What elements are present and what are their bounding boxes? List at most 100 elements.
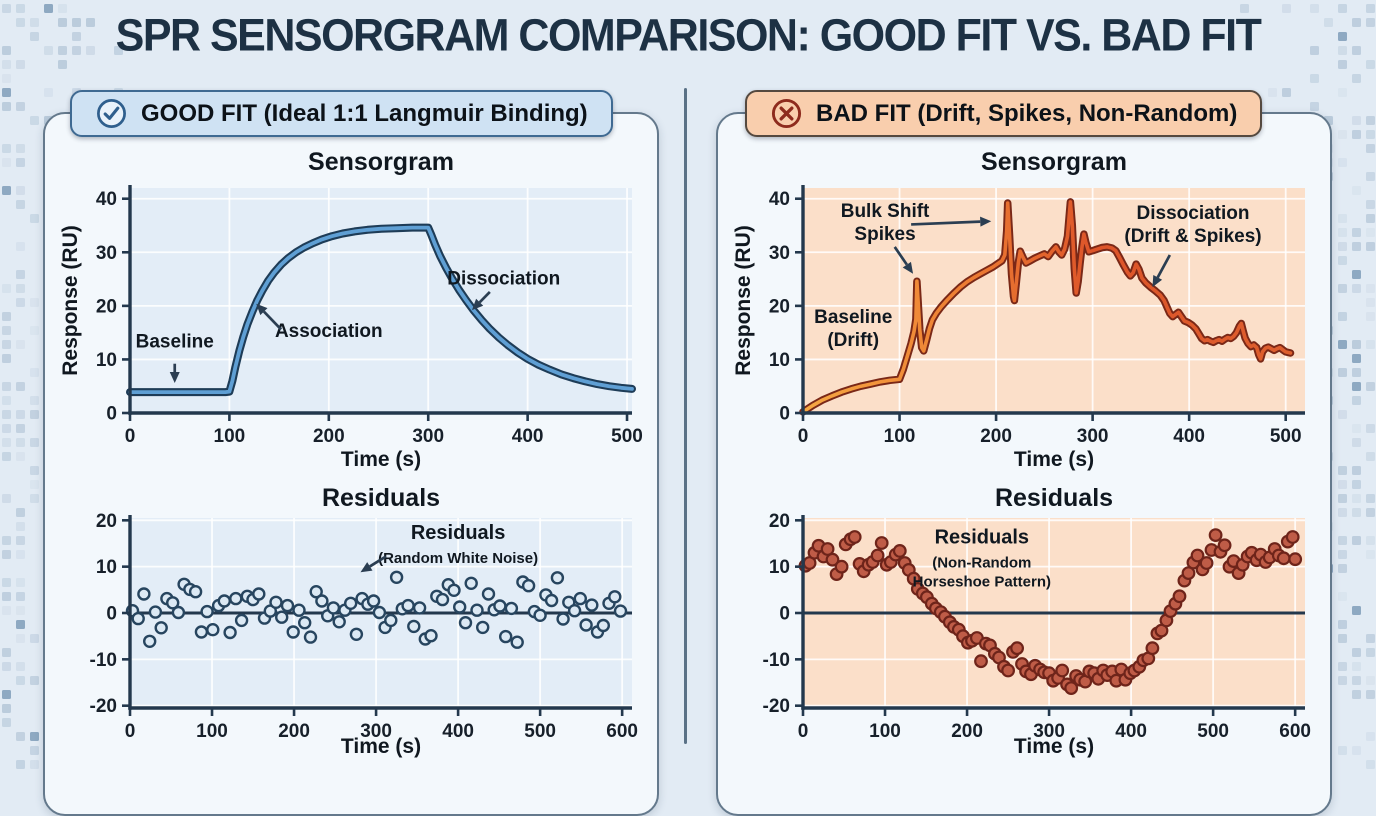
svg-text:Time (s): Time (s) [341,448,421,471]
texture-square [1338,466,1347,475]
texture-square [2,662,11,671]
texture-square [1338,368,1347,377]
texture-square [30,732,39,741]
texture-square [1338,214,1347,223]
texture-square [1366,648,1375,657]
svg-text:Time (s): Time (s) [341,735,421,758]
texture-square [2,424,11,433]
svg-text:20: 20 [96,296,117,317]
texture-square [16,508,25,517]
svg-text:200: 200 [980,426,1012,447]
svg-text:Residuals: Residuals [935,526,1029,548]
texture-square [1366,144,1375,153]
texture-square [16,242,25,251]
texture-square [16,102,25,111]
texture-square [1352,690,1361,699]
texture-square [1338,564,1347,573]
texture-square [1366,550,1375,559]
texture-square [1366,536,1375,545]
texture-square [1352,368,1361,377]
svg-text:600: 600 [1279,721,1311,742]
svg-text:Baseline: Baseline [136,332,214,353]
svg-text:30: 30 [769,243,790,264]
texture-square [1366,116,1375,125]
svg-text:500: 500 [524,721,556,742]
bad-fit-panel: 0 10 20 30 40 0 100 200 300 400 500 Sensorgram Time … [716,112,1332,816]
texture-square [16,620,25,629]
texture-square [1338,746,1347,755]
texture-square [1338,130,1347,139]
texture-square [1338,494,1347,503]
svg-text:0: 0 [779,604,790,625]
svg-text:200: 200 [278,721,310,742]
x-circle-icon [771,98,802,129]
texture-square [1338,620,1347,629]
texture-square [2,592,11,601]
svg-text:300: 300 [412,426,444,447]
texture-square [2,74,11,83]
texture-square [1338,284,1347,293]
texture-square [1366,228,1375,237]
svg-text:Association: Association [275,321,383,342]
texture-square [1366,298,1375,307]
texture-square [16,340,25,349]
svg-text:20: 20 [769,296,790,317]
texture-square [2,326,11,335]
texture-square [30,368,39,377]
texture-square [2,718,11,727]
texture-square [1352,354,1361,363]
texture-square [16,732,25,741]
svg-text:(Non-Random: (Non-Random [932,554,1031,571]
texture-square [1338,88,1347,97]
texture-square [1338,480,1347,489]
texture-square [30,480,39,489]
texture-square [2,102,11,111]
texture-square [1366,452,1375,461]
texture-square [1366,732,1375,741]
texture-square [1366,634,1375,643]
texture-square [2,186,11,195]
svg-text:400: 400 [512,426,544,447]
texture-square [1352,494,1361,503]
texture-square [1366,676,1375,685]
svg-text:0: 0 [779,404,790,425]
texture-square [1338,662,1347,671]
texture-square [16,186,25,195]
texture-square [1338,312,1347,321]
svg-text:Dissociation: Dissociation [1137,203,1250,224]
texture-square [2,410,11,419]
texture-square [16,550,25,559]
texture-square [1352,424,1361,433]
texture-square [16,144,25,153]
svg-text:400: 400 [442,721,474,742]
texture-square [1338,676,1347,685]
texture-square [2,144,11,153]
texture-square [16,284,25,293]
svg-text:0: 0 [798,426,809,447]
svg-text:0: 0 [106,404,117,425]
texture-square [16,452,25,461]
texture-square [30,410,39,419]
texture-square [2,340,11,349]
texture-square [1352,606,1361,615]
texture-square [1366,242,1375,251]
texture-square [30,634,39,643]
texture-square [30,326,39,335]
svg-text:Time (s): Time (s) [1014,448,1094,471]
texture-square [1310,102,1319,111]
svg-text:500: 500 [1270,426,1302,447]
texture-square [1338,340,1347,349]
texture-square [30,494,39,503]
texture-square [1352,480,1361,489]
svg-text:10: 10 [96,350,117,371]
texture-square [1352,676,1361,685]
svg-text:40: 40 [769,189,790,210]
svg-text:20: 20 [96,511,117,532]
bad-fit-badge: BAD FIT (Drift, Spikes, Non-Random) [745,90,1263,137]
texture-square [1352,536,1361,545]
texture-square [1366,312,1375,321]
texture-square [1310,74,1319,83]
texture-square [1352,382,1361,391]
texture-square [16,298,25,307]
